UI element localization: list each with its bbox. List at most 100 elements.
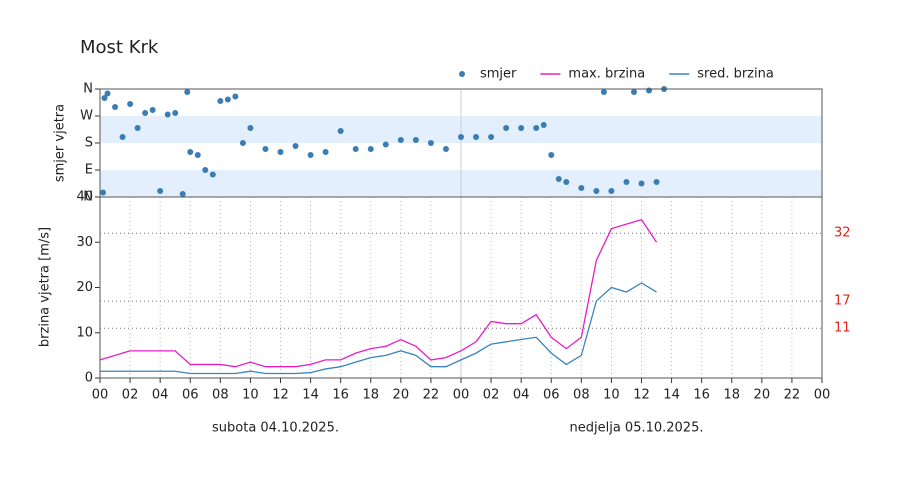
x-tick-label: 12 — [633, 388, 650, 403]
direction-point — [142, 110, 149, 116]
date-label: nedjelja 05.10.2025. — [570, 421, 704, 436]
speed-line — [99, 218, 658, 368]
direction-point — [277, 149, 284, 155]
direction-point — [638, 180, 645, 187]
direction-point — [187, 149, 194, 155]
legend-marker — [459, 71, 465, 77]
x-tick-label: 02 — [483, 388, 500, 403]
direction-point — [239, 140, 246, 146]
direction-point — [157, 188, 164, 194]
direction-point — [352, 146, 359, 152]
direction-point — [292, 143, 299, 149]
direction-point — [247, 125, 254, 131]
direction-point — [630, 89, 637, 95]
x-tick-label: 18 — [362, 388, 379, 403]
direction-point — [232, 93, 239, 100]
x-tick-label: 00 — [814, 388, 831, 403]
x-tick-label: 14 — [302, 388, 319, 403]
x-tick-label: 10 — [242, 388, 259, 403]
direction-point — [488, 134, 495, 140]
direction-point — [202, 167, 209, 173]
y-axis-label: smjer vjetra — [53, 104, 68, 182]
direction-point — [427, 140, 434, 146]
x-tick-label: 02 — [122, 388, 139, 403]
y-tick-label: 30 — [76, 235, 93, 250]
y-tick-label: E — [85, 163, 93, 178]
direction-point — [593, 188, 600, 194]
direction-point — [503, 125, 510, 131]
x-tick-label: 22 — [784, 388, 801, 403]
direction-point — [623, 179, 630, 185]
direction-point — [367, 146, 374, 152]
y-tick-label: 40 — [76, 190, 93, 205]
direction-point — [578, 185, 585, 191]
y-tick-label: S — [85, 136, 93, 151]
direction-point — [101, 95, 108, 101]
direction-point — [458, 134, 464, 140]
y-axis-label: brzina vjetra [m/s] — [38, 227, 53, 347]
direction-point — [337, 128, 344, 134]
plot-frame — [99, 196, 823, 379]
direction-point — [262, 146, 269, 152]
y-tick-label: 0 — [85, 371, 93, 386]
x-tick-label: 00 — [92, 388, 109, 403]
direction-point — [382, 141, 389, 148]
direction-point — [646, 87, 653, 94]
direction-point — [653, 179, 660, 185]
direction-point — [412, 137, 419, 143]
y-tick-label: 20 — [76, 280, 93, 295]
legend-label: smjer — [480, 67, 517, 82]
chart-title: Most Krk — [80, 37, 159, 58]
direction-point — [100, 189, 107, 196]
reference-label: 32 — [834, 226, 851, 241]
direction-point — [397, 137, 404, 143]
x-tick-label: 08 — [573, 388, 590, 403]
direction-point — [104, 90, 111, 97]
speed-line — [100, 282, 657, 375]
direction-point — [473, 134, 480, 140]
x-tick-label: 06 — [543, 388, 560, 403]
x-tick-label: 04 — [513, 388, 530, 403]
x-tick-label: 00 — [453, 388, 470, 403]
direction-point — [164, 111, 171, 118]
x-tick-label: 20 — [754, 388, 771, 403]
direction-point — [555, 176, 562, 182]
direction-point — [149, 107, 156, 113]
direction-point — [608, 188, 615, 194]
x-tick-label: 16 — [693, 388, 710, 403]
direction-point — [119, 134, 126, 140]
x-tick-label: 08 — [212, 388, 229, 403]
x-tick-label: 16 — [332, 388, 349, 403]
direction-point — [533, 125, 540, 131]
direction-point — [194, 152, 201, 158]
x-tick-label: 18 — [723, 388, 740, 403]
direction-point — [600, 89, 607, 95]
y-tick-label: 10 — [76, 325, 93, 340]
y-tick-label: W — [80, 109, 93, 124]
x-tick-label: 12 — [272, 388, 289, 403]
date-label: subota 04.10.2025. — [212, 421, 339, 436]
direction-point — [112, 104, 119, 110]
direction-point — [442, 146, 449, 152]
direction-point — [209, 171, 216, 178]
direction-point — [322, 149, 329, 155]
x-tick-label: 14 — [663, 388, 680, 403]
x-tick-label: 06 — [182, 388, 199, 403]
direction-point — [540, 122, 547, 128]
x-tick-label: 20 — [393, 388, 410, 403]
y-tick-label: N — [83, 82, 93, 97]
direction-point — [172, 110, 179, 116]
direction-point — [224, 96, 231, 103]
x-tick-label: 10 — [603, 388, 620, 403]
direction-point — [563, 179, 570, 185]
reference-label: 17 — [834, 294, 851, 309]
direction-point — [548, 152, 555, 158]
legend-label: sred. brzina — [697, 67, 774, 82]
reference-label: 11 — [834, 321, 851, 336]
direction-point — [307, 152, 314, 158]
direction-point — [518, 125, 525, 131]
direction-point — [217, 98, 224, 104]
direction-point — [127, 101, 134, 107]
direction-point — [184, 89, 191, 95]
